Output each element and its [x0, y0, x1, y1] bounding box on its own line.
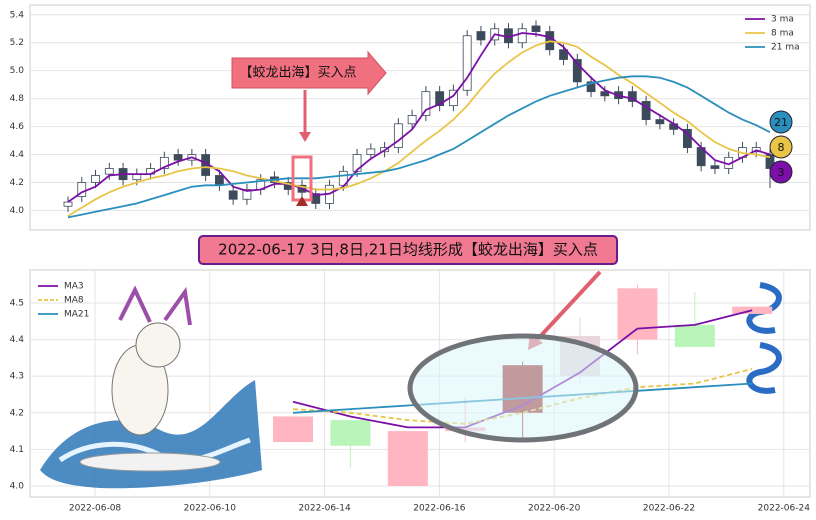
- legend-label: 3 ma: [771, 15, 794, 25]
- candle-body: [387, 431, 428, 487]
- y-tick-label: 4.0: [10, 482, 25, 492]
- y-tick-label: 4.1: [10, 445, 24, 455]
- candle-body: [674, 324, 715, 347]
- annotation-box: [198, 235, 618, 265]
- candle-body: [273, 416, 314, 443]
- y-tick-label: 4.4: [10, 150, 25, 160]
- ma-line: [67, 75, 771, 219]
- legend-label: MA8: [64, 296, 84, 306]
- x-tick-label: 2022-06-16: [413, 504, 466, 514]
- legend-label: 8 ma: [771, 29, 794, 39]
- y-tick-label: 4.0: [10, 206, 25, 216]
- candle-body: [173, 154, 183, 161]
- legend-label: 21 ma: [771, 43, 800, 53]
- candle-body: [462, 35, 472, 91]
- candle-body: [710, 165, 720, 169]
- badge: [769, 110, 793, 134]
- candle-body: [517, 28, 527, 44]
- arrow: [533, 270, 602, 344]
- candle-body: [242, 189, 252, 200]
- highlight-ellipse: [407, 333, 639, 443]
- candle-body: [228, 190, 238, 200]
- candle-body: [63, 201, 73, 207]
- badge: [769, 160, 793, 184]
- y-tick-label: 4.2: [10, 408, 24, 418]
- candle-body: [627, 91, 637, 102]
- candle-body: [215, 175, 224, 186]
- ma-line: [292, 368, 753, 425]
- ma-line: [67, 40, 771, 217]
- y-tick-label: 4.6: [10, 122, 25, 132]
- x-tick-label: 2022-06-08: [69, 504, 122, 514]
- annotation: 【蛟龙出海】买入点: [239, 66, 356, 81]
- y-tick-label: 4.5: [10, 298, 24, 308]
- dog-horns: [118, 285, 192, 326]
- plot-frame: [29, 4, 811, 231]
- badge-label: 21: [774, 116, 788, 129]
- candle-body: [559, 49, 568, 60]
- candle-body: [104, 168, 114, 175]
- candle-body: [159, 156, 169, 169]
- y-tick-label: 5.0: [10, 66, 25, 76]
- candle-body: [407, 115, 417, 125]
- candle-body: [421, 91, 431, 116]
- badge-label: 3: [778, 166, 785, 179]
- candle-body: [586, 81, 596, 93]
- x-tick-label: 2022-06-22: [643, 504, 695, 514]
- candle-body: [732, 306, 773, 314]
- arrow-head: [299, 132, 311, 142]
- y-tick-label: 4.2: [10, 178, 24, 188]
- candle-body: [330, 420, 371, 446]
- legend-label: MA3: [64, 282, 84, 292]
- candle-body: [366, 148, 376, 155]
- y-tick-label: 5.4: [10, 10, 25, 20]
- candle-body: [77, 182, 87, 197]
- candle-body: [765, 154, 775, 169]
- y-tick-label: 4.8: [10, 94, 25, 104]
- y-tick-label: 4.4: [10, 335, 25, 345]
- dragon: [746, 342, 782, 394]
- legend-label: MA21: [64, 310, 89, 320]
- x-tick-label: 2022-06-14: [298, 504, 351, 514]
- surfboard: [79, 452, 221, 472]
- candle-body: [338, 170, 348, 186]
- signal-marker: [296, 196, 308, 206]
- badge-label: 8: [778, 141, 785, 154]
- annotation-box: [231, 50, 387, 96]
- candle-body: [435, 91, 445, 107]
- plot-frame: [29, 269, 811, 498]
- candle-body: [393, 123, 403, 148]
- x-tick-label: 2022-06-24: [758, 504, 811, 514]
- candle-body: [641, 101, 651, 120]
- candle-body: [91, 175, 100, 183]
- x-tick-label: 2022-06-20: [528, 504, 581, 514]
- candle-body: [531, 25, 541, 32]
- y-tick-label: 4.3: [10, 372, 24, 382]
- ma-line: [67, 32, 771, 203]
- candle-body: [572, 59, 582, 83]
- decoration: [40, 282, 782, 489]
- dog-head: [135, 322, 181, 368]
- candle-body: [476, 31, 486, 41]
- candle-body: [600, 91, 610, 97]
- annotation: 2022-06-17 3日,8日,21日均线形成【蛟龙出海】买入点: [218, 241, 598, 259]
- x-tick-label: 2022-06-10: [184, 504, 237, 514]
- badge: [769, 135, 793, 159]
- candle-body: [617, 288, 658, 340]
- candle-body: [655, 119, 665, 125]
- y-tick-label: 5.2: [10, 38, 24, 48]
